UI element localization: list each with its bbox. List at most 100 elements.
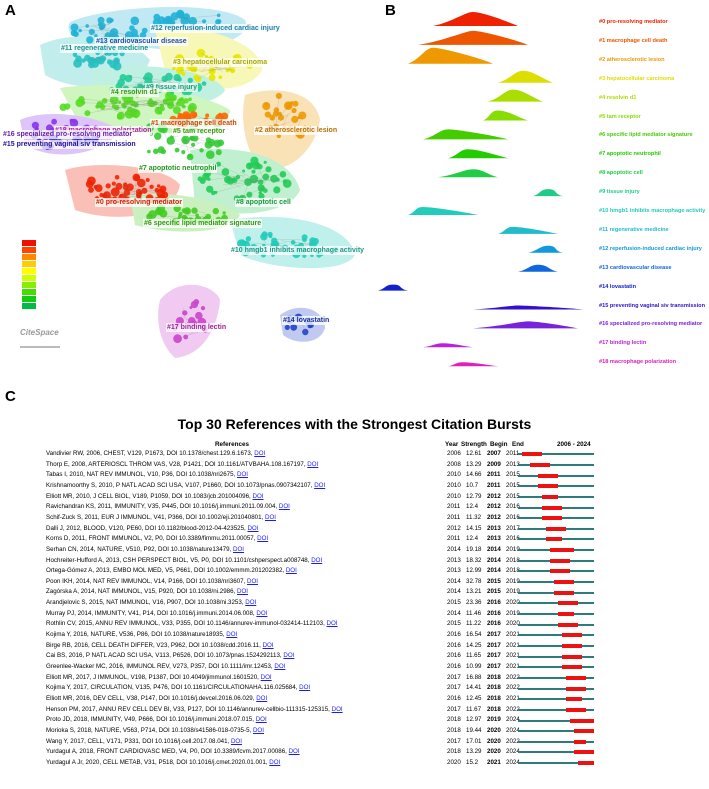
network-link	[293, 242, 315, 246]
doi-link[interactable]: DOI	[255, 716, 267, 724]
doi-link[interactable]: DOI	[326, 620, 338, 628]
network-node	[86, 36, 94, 44]
network-node	[193, 74, 200, 81]
network-node	[69, 118, 74, 123]
network-link	[108, 184, 159, 187]
network-link	[98, 52, 110, 57]
doi-link[interactable]: DOI	[285, 567, 297, 575]
network-link	[87, 101, 158, 114]
network-link	[134, 188, 165, 196]
network-link	[161, 126, 170, 146]
network-node	[273, 186, 281, 194]
doi-link[interactable]: DOI	[237, 588, 249, 596]
doi-link[interactable]: DOI	[260, 673, 272, 681]
network-node	[231, 177, 238, 184]
doi-link[interactable]: DOI	[247, 524, 259, 532]
network-link	[185, 331, 194, 338]
doi-link[interactable]: DOI	[245, 599, 257, 607]
doi-link[interactable]: DOI	[274, 663, 286, 670]
ref-text: Greenlee-Wacker MC, 2016, IMMUNOL REV, V…	[46, 663, 286, 670]
burst-segment	[522, 452, 542, 457]
doi-link[interactable]: DOI	[257, 535, 269, 543]
burst-row: Kojima Y, 2016, NATURE, V536, P86, DOI 1…	[0, 630, 709, 641]
ref-text: Zagórska A, 2014, NAT IMMUNOL, V15, P920…	[46, 588, 249, 596]
doi-link[interactable]: DOI	[226, 631, 238, 639]
burst-row: Arandjelovic S, 2015, NAT IMMUNOL, V16, …	[0, 598, 709, 609]
doi-link[interactable]: DOI	[299, 684, 311, 692]
ref-end: 2015	[506, 481, 520, 489]
ref-text: Kojima Y, 2017, CIRCULATION, V135, P476,…	[46, 684, 311, 692]
network-link	[284, 102, 292, 112]
doi-link[interactable]: DOI	[233, 545, 245, 553]
ref-end: 2011	[506, 450, 520, 457]
burst-row: Dalli J, 2012, BLOOD, V120, PE60, DOI 10…	[0, 524, 709, 535]
timeline-shape	[533, 189, 563, 197]
ref-text: Elliott MR, 2010, J CELL BIOL, V189, P10…	[46, 492, 264, 500]
doi-link[interactable]: DOI	[314, 481, 326, 489]
doi-link[interactable]: DOI	[264, 513, 276, 521]
burst-segment	[562, 643, 582, 648]
ref-begin: 2020	[487, 748, 501, 756]
network-node	[188, 97, 192, 102]
network-link	[183, 142, 202, 153]
ref-text: Wang Y, 2017, CELL, V171, P331, DOI 10.1…	[46, 737, 242, 745]
burst-row: Serhan CN, 2014, NATURE, V510, P92, DOI …	[0, 545, 709, 556]
network-node	[205, 113, 210, 118]
timeline-label: #7 apoptotic neutrophil	[599, 151, 661, 158]
timeline-shape	[423, 343, 473, 348]
doi-link[interactable]: DOI	[252, 726, 264, 734]
doi-link[interactable]: DOI	[254, 450, 266, 457]
header-references: References	[215, 441, 249, 448]
doi-link[interactable]: DOI	[288, 748, 300, 756]
doi-link[interactable]: DOI	[252, 492, 264, 500]
timeline-label: #8 apoptotic cell	[599, 170, 643, 177]
doi-link[interactable]: DOI	[311, 556, 323, 564]
ref-text: Hochreiter-Hufford A, 2013, CSH PERSPECT…	[46, 556, 323, 564]
ref-strength: 11.65	[466, 652, 482, 660]
network-node	[148, 210, 157, 219]
burst-segment	[562, 654, 582, 659]
cluster-label-6: #6 specific lipid mediator signature	[143, 219, 263, 228]
network-node	[172, 66, 176, 71]
burst-segment	[562, 633, 582, 638]
header-year: Year	[445, 441, 459, 448]
doi-link[interactable]: DOI	[331, 705, 343, 713]
doi-link[interactable]: DOI	[256, 609, 268, 617]
doi-link[interactable]: DOI	[262, 641, 274, 649]
ref-text: Yurdagul A Jr, 2020, CELL METAB, V31, P5…	[46, 758, 281, 766]
network-link	[159, 128, 162, 137]
doi-link[interactable]: DOI	[307, 460, 319, 468]
ref-begin: 2012	[487, 513, 501, 521]
burst-timeline-bar	[518, 730, 594, 733]
network-link	[242, 241, 284, 247]
network-node	[172, 106, 181, 115]
doi-link[interactable]: DOI	[269, 758, 281, 766]
ref-year: 2016	[447, 652, 461, 660]
doi-link[interactable]: DOI	[230, 737, 242, 745]
network-link	[215, 180, 258, 193]
timeline-shape	[408, 47, 493, 64]
burst-segment	[558, 612, 574, 617]
ref-begin: 2016	[487, 599, 501, 607]
doi-link[interactable]: DOI	[246, 577, 258, 585]
network-node	[218, 75, 223, 79]
timeline-label: #0 pro-resolving mediator	[599, 19, 668, 25]
network-node	[206, 185, 214, 193]
network-link	[270, 108, 298, 129]
ref-year: 2010	[447, 471, 461, 479]
doi-link[interactable]: DOI	[278, 503, 290, 511]
network-node	[153, 13, 161, 21]
ref-year: 2014	[447, 588, 461, 596]
burst-timeline-bar	[518, 666, 594, 669]
doi-link[interactable]: DOI	[237, 471, 249, 479]
ref-year: 2011	[447, 503, 461, 511]
network-node	[262, 188, 268, 194]
doi-link[interactable]: DOI	[283, 652, 295, 660]
timeline-label: #9 tissue injury	[599, 189, 640, 196]
burst-timeline-bar	[518, 644, 594, 647]
network-node	[78, 96, 85, 103]
burst-segment	[566, 697, 582, 702]
network-link	[90, 25, 136, 38]
burst-segment	[566, 686, 586, 691]
doi-link[interactable]: DOI	[256, 694, 268, 702]
